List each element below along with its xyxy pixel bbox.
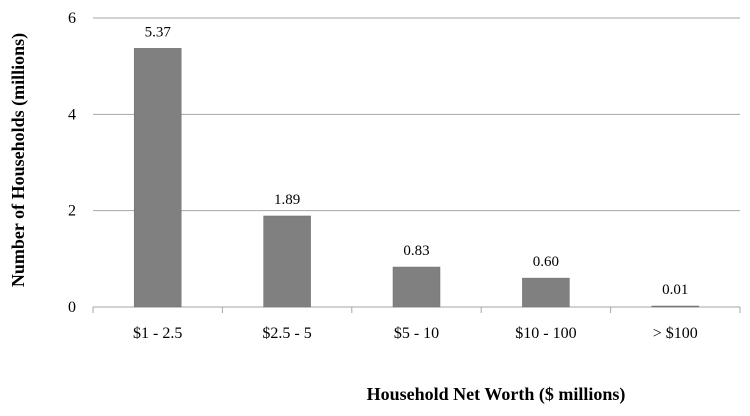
y-tick-label: 6 [68, 10, 76, 27]
y-tick-labels: 0 2 4 6 [68, 10, 76, 316]
bar [651, 305, 700, 308]
x-tick-labels: $1 - 2.5 $2.5 - 5 $5 - 10 $10 - 100 > $100 [133, 325, 698, 342]
x-tick-label: > $100 [653, 325, 698, 342]
data-label: 0.01 [662, 282, 688, 298]
data-label: 0.60 [533, 254, 559, 270]
bars [133, 48, 700, 308]
x-axis-title: Household Net Worth ($ millions) [367, 384, 626, 405]
data-labels: 5.37 1.89 0.83 0.60 0.01 [145, 24, 689, 298]
y-tick-label: 2 [68, 203, 76, 220]
x-tick-label: $2.5 - 5 [262, 325, 311, 342]
x-tick-label: $1 - 2.5 [133, 325, 182, 342]
x-tick-label: $10 - 100 [515, 325, 576, 342]
y-axis-title: Number of Households (millions) [8, 33, 29, 287]
bar [263, 215, 311, 308]
data-label: 0.83 [403, 243, 429, 259]
bar [392, 266, 441, 308]
bar [133, 48, 182, 308]
y-tick-label: 4 [68, 106, 76, 123]
data-label: 1.89 [274, 192, 300, 208]
bar [522, 277, 570, 308]
data-label: 5.37 [145, 24, 172, 40]
x-tick-label: $5 - 10 [394, 325, 439, 342]
y-tick-label: 0 [68, 299, 76, 316]
